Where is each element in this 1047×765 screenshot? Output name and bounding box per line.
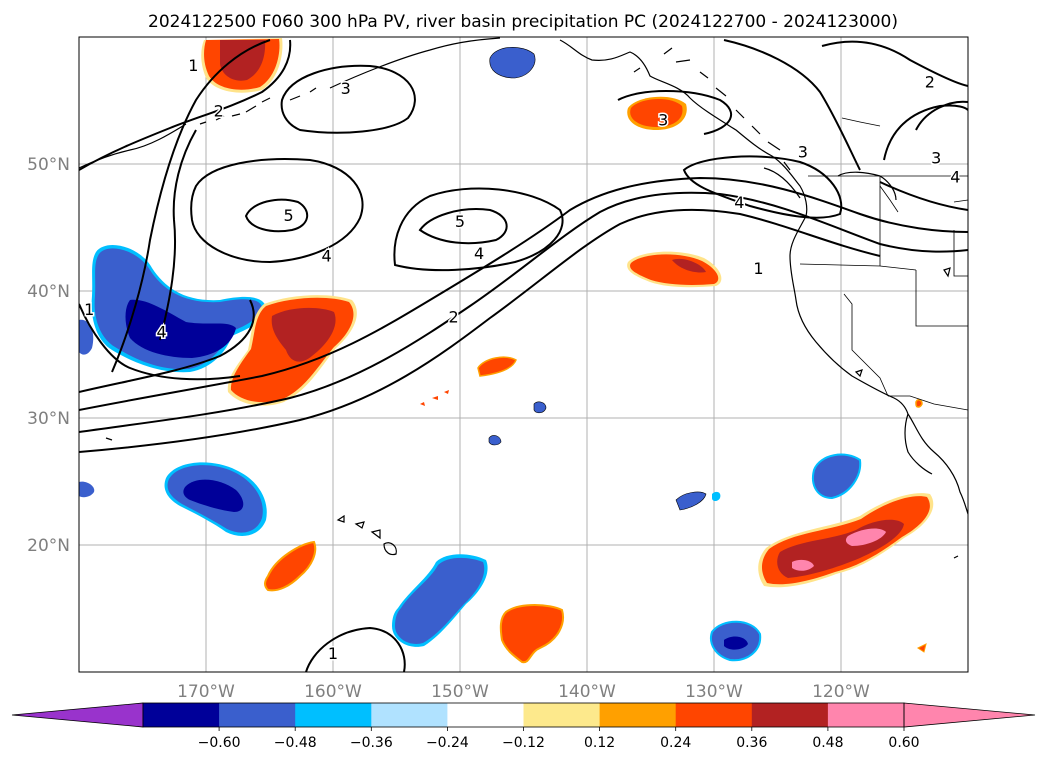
lat-tick-label: 40°N xyxy=(27,282,70,302)
coastlines xyxy=(79,37,968,559)
pv-contour-label: 4 xyxy=(322,246,332,265)
colorbar-under-extension xyxy=(11,702,144,728)
colorbar-tick-label: 0.48 xyxy=(812,735,843,751)
negative-anomaly-aleutian xyxy=(489,47,536,79)
colorbar-tick-label: 0.24 xyxy=(660,735,691,751)
colorbar-bin xyxy=(751,703,829,727)
pv-contour-label: 3 xyxy=(931,149,941,168)
pv-contour-label: 4 xyxy=(950,168,960,187)
lon-tick-label: 170°W xyxy=(177,682,235,702)
pv-contour-label-bg xyxy=(968,135,980,153)
colorbar-bin xyxy=(295,703,372,727)
colorbar-tick-label: −0.36 xyxy=(350,735,393,751)
pv-contour-label: 1 xyxy=(328,644,338,663)
political-borders xyxy=(799,117,968,411)
pv-contour-label: 2 xyxy=(449,307,459,326)
colorbar-bin xyxy=(143,703,220,727)
longitude-tick-labels: 170°W 160°W 150°W 140°W 130°W 120°W xyxy=(177,682,870,702)
colorbar-tick-label: 0.60 xyxy=(888,735,919,751)
pv-contour-label: 5 xyxy=(283,206,293,225)
colorbar-bin xyxy=(599,703,677,727)
lon-tick-label: 150°W xyxy=(431,682,489,702)
pv-contour-label: 4 xyxy=(156,323,166,342)
positive-anomaly-gulf-of-alaska xyxy=(627,96,687,130)
pv-contour-label: 3 xyxy=(658,111,668,130)
pv-contours xyxy=(79,39,968,672)
colorbar-bin xyxy=(447,703,524,727)
lat-tick-label: 20°N xyxy=(27,536,70,556)
negative-anomaly-east xyxy=(812,453,862,500)
colorbar-bin xyxy=(219,703,296,727)
positive-anomaly-small-southwest xyxy=(264,540,317,592)
positive-anomaly-south xyxy=(499,604,564,664)
pv-contour-label: 1 xyxy=(188,56,198,75)
lat-tick-label: 30°N xyxy=(27,409,70,429)
negative-anomaly-west-pacific xyxy=(79,245,267,373)
colorbar-tick-label: −0.48 xyxy=(274,735,317,751)
lon-tick-label: 160°W xyxy=(304,682,362,702)
colorbar-tick-label: −0.24 xyxy=(426,735,469,751)
precipitation-anomaly-shading xyxy=(79,38,934,664)
colorbar-tick-label: −0.12 xyxy=(502,735,545,751)
colorbar-tick-label: 0.36 xyxy=(736,735,767,751)
colorbar-over-extension xyxy=(903,702,1036,728)
pv-contour-label: 1 xyxy=(753,259,763,278)
lon-tick-label: 120°W xyxy=(812,682,870,702)
negative-anomaly-southeast xyxy=(710,620,762,662)
negative-anomaly-south-of-hawaii xyxy=(392,554,488,647)
pv-contour-label: 4 xyxy=(734,193,744,212)
negative-anomaly-southwest-pacific xyxy=(79,462,267,536)
map-frame xyxy=(78,36,969,673)
colorbar: −0.60 −0.48 −0.36 −0.24 −0.12 0.12 0.24 0.36 0.4… xyxy=(11,702,1036,751)
lon-tick-label: 140°W xyxy=(558,682,616,702)
pv-contour-label: 1 xyxy=(84,300,94,319)
positive-anomaly-southeast xyxy=(758,493,934,588)
pv-contour-label: 5 xyxy=(969,136,979,155)
colorbar-bin xyxy=(827,703,905,727)
positive-anomaly-northwest xyxy=(201,38,283,93)
colorbar-tick-label: −0.60 xyxy=(198,735,241,751)
colorbar-bin xyxy=(523,703,601,727)
lat-tick-label: 50°N xyxy=(27,155,70,175)
pv-contour-label: 5 xyxy=(455,212,465,231)
pv-contour-label: 3 xyxy=(341,79,351,98)
pv-contour-label: 3 xyxy=(798,142,808,161)
pv-contour-label: 2 xyxy=(925,72,935,91)
colorbar-bins xyxy=(143,703,905,727)
colorbar-bin xyxy=(675,703,753,727)
colorbar-tick-label: 0.12 xyxy=(584,735,615,751)
pv-contour-label: 2 xyxy=(214,102,224,121)
colorbar-bin xyxy=(371,703,448,727)
colorbar-ticks: −0.60 −0.48 −0.36 −0.24 −0.12 0.12 0.24 0.36 0.4… xyxy=(198,727,920,751)
positive-anomaly-northeast-pacific xyxy=(627,251,722,288)
figure-title: 2024122500 F060 300 hPa PV, river basin … xyxy=(148,12,898,32)
positive-anomaly-central-small xyxy=(477,356,517,377)
pv-contour-label: 4 xyxy=(474,244,484,263)
latitude-tick-labels: 20°N 30°N 40°N 50°N xyxy=(27,155,70,556)
lon-tick-label: 130°W xyxy=(685,682,743,702)
